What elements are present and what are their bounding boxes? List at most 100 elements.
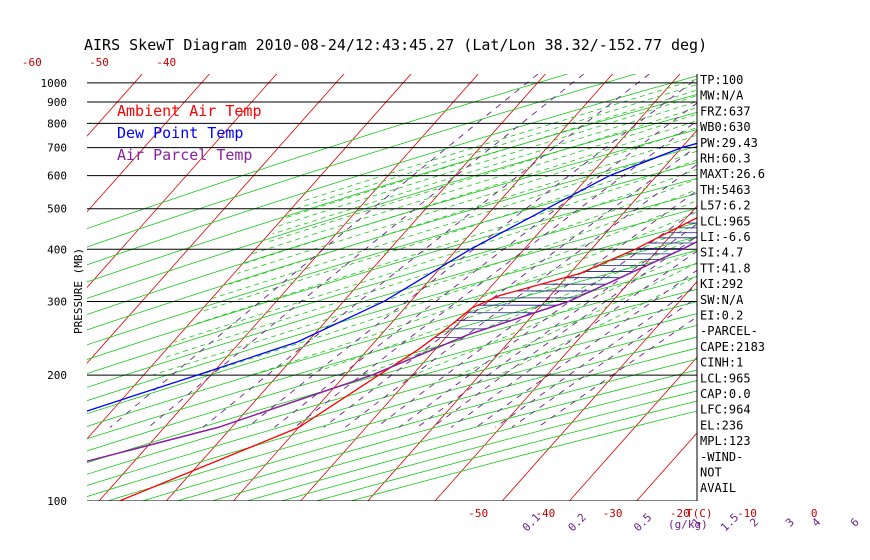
stability-index: CAP:0.0 bbox=[700, 387, 751, 401]
stability-index: L57:6.2 bbox=[700, 199, 751, 213]
top-temp-tick-label: -60 bbox=[22, 56, 42, 69]
stability-index: LFC:964 bbox=[700, 403, 751, 417]
moist-adiabat-line bbox=[412, 249, 697, 376]
bottom-temp-tick-label: -50 bbox=[468, 507, 488, 520]
isotherm-lines bbox=[0, 66, 697, 521]
dry-adiabat-line bbox=[87, 74, 637, 248]
bottom-temp-tick-label: -40 bbox=[535, 507, 555, 520]
dry-adiabat-line bbox=[349, 410, 697, 501]
chart-title: AIRS SkewT Diagram 2010-08-24/12:43:45.2… bbox=[84, 36, 707, 54]
bottom-temp-tick-labels: -50-40-30-20-100102030 bbox=[468, 507, 818, 520]
plot-area bbox=[0, 66, 697, 521]
isotherm-line bbox=[232, 74, 614, 501]
pressure-tick-label: 300 bbox=[47, 295, 67, 308]
sounding-series bbox=[87, 142, 697, 501]
bottom-temp-tick-label: 0 bbox=[811, 507, 818, 520]
isotherm-line bbox=[0, 66, 82, 521]
dew-point-temp-curve bbox=[87, 142, 697, 412]
stability-index: MW:N/A bbox=[700, 89, 744, 103]
mixing-ratio-tick-label: 0.2 bbox=[566, 511, 589, 534]
pressure-tick-label: 500 bbox=[47, 203, 67, 216]
mixing-ratio-tick-label: 6 bbox=[848, 516, 862, 530]
pressure-tick-label: 200 bbox=[47, 369, 67, 382]
air-parcel-temp-curve bbox=[87, 240, 697, 463]
stability-index: TH:5463 bbox=[700, 183, 751, 197]
dry-adiabat-line bbox=[87, 94, 697, 283]
moist-adiabat-line bbox=[250, 211, 697, 376]
stability-index: MAXT:26.6 bbox=[700, 167, 765, 181]
isotherm-line bbox=[165, 74, 546, 501]
dry-adiabat-line bbox=[87, 313, 697, 486]
mixing-ratio-line bbox=[344, 164, 697, 428]
moist-adiabat-line bbox=[229, 134, 697, 285]
moist-adiabat-line bbox=[278, 95, 697, 227]
pressure-tick-label: 100 bbox=[47, 495, 67, 508]
stability-index: LCL:965 bbox=[700, 371, 751, 385]
mixing-ratio-line bbox=[398, 208, 697, 428]
top-temp-tick-label: -50 bbox=[89, 56, 109, 69]
moist-adiabat-line bbox=[458, 262, 697, 376]
legend-air-parcel-temp: Air Parcel Temp bbox=[117, 146, 252, 164]
top-temp-tick-label: -40 bbox=[156, 56, 176, 69]
dry-adiabat-line bbox=[87, 145, 697, 331]
stability-index: CINH:1 bbox=[700, 356, 743, 370]
dry-adiabat-line bbox=[87, 236, 697, 415]
dry-adiabat-line bbox=[87, 288, 697, 464]
stability-index: RH:60.3 bbox=[700, 152, 751, 166]
isotherm-line bbox=[98, 74, 479, 501]
moist-adiabat-lines bbox=[152, 78, 697, 376]
isotherm-line bbox=[87, 74, 210, 213]
isotherm-line bbox=[501, 281, 697, 501]
stability-index: NOT bbox=[700, 466, 722, 480]
stability-index: -PARCEL- bbox=[700, 324, 758, 338]
dry-adiabat-line bbox=[87, 111, 697, 299]
y-axis-label: PRESSURE (MB) bbox=[72, 248, 85, 334]
isotherm-line bbox=[568, 356, 697, 501]
stability-index: FRZ:637 bbox=[700, 104, 751, 118]
pressure-tick-label: 900 bbox=[47, 96, 67, 109]
mixing-ratio-tick-label: 0.5 bbox=[631, 511, 654, 534]
stability-index: KI:292 bbox=[700, 277, 743, 291]
dry-adiabat-line bbox=[87, 263, 697, 440]
stability-index: CAPE:2183 bbox=[700, 340, 765, 354]
dry-adiabat-line bbox=[314, 400, 697, 501]
ambient-air-temp-curve bbox=[118, 216, 697, 501]
stability-index: SW:N/A bbox=[700, 293, 744, 307]
moist-adiabat-line bbox=[251, 113, 697, 255]
dry-adiabat-line bbox=[87, 129, 697, 315]
mixing-ratio-line bbox=[246, 77, 697, 428]
dry-adiabat-line bbox=[87, 301, 697, 475]
pressure-tick-label: 600 bbox=[47, 170, 67, 183]
moist-adiabat-line bbox=[236, 127, 697, 274]
mixing-ratio-unit-label: (g/kg) bbox=[668, 518, 708, 531]
pressure-tick-label: 800 bbox=[47, 117, 67, 130]
isotherm-line bbox=[434, 205, 697, 501]
moist-adiabat-line bbox=[284, 89, 697, 219]
pressure-gridlines bbox=[87, 82, 697, 501]
legend-dew-point-temp: Dew Point Temp bbox=[117, 124, 243, 142]
bottom-temp-tick-label: -20 bbox=[670, 507, 690, 520]
top-temp-tick-labels: -120-110-100-90-80-70-60-50-40 bbox=[22, 56, 176, 69]
temp-unit-label: T(C) bbox=[686, 507, 713, 520]
mixing-ratio-tick-label: 3 bbox=[783, 516, 797, 530]
moist-adiabat-line bbox=[265, 107, 697, 243]
stability-index: TP:100 bbox=[700, 73, 743, 87]
stability-index: SI:4.7 bbox=[700, 246, 743, 260]
moist-adiabat-line bbox=[244, 120, 697, 264]
dry-adiabat-line bbox=[87, 222, 697, 402]
mixing-ratio-line bbox=[475, 269, 697, 428]
stability-index: PW:29.43 bbox=[700, 136, 758, 150]
dry-adiabat-line bbox=[87, 74, 569, 230]
stability-index: WB0:630 bbox=[700, 120, 751, 134]
isotherm-line bbox=[367, 129, 697, 501]
stability-index: AVAIL bbox=[700, 481, 736, 495]
dry-adiabat-line bbox=[87, 207, 697, 388]
dry-adiabat-line bbox=[87, 162, 697, 346]
mixing-ratio-line bbox=[376, 190, 697, 428]
moist-adiabat-line bbox=[290, 84, 697, 211]
isotherm-line bbox=[87, 74, 345, 364]
dry-adiabat-line bbox=[87, 276, 697, 452]
dry-adiabat-line bbox=[87, 177, 697, 360]
